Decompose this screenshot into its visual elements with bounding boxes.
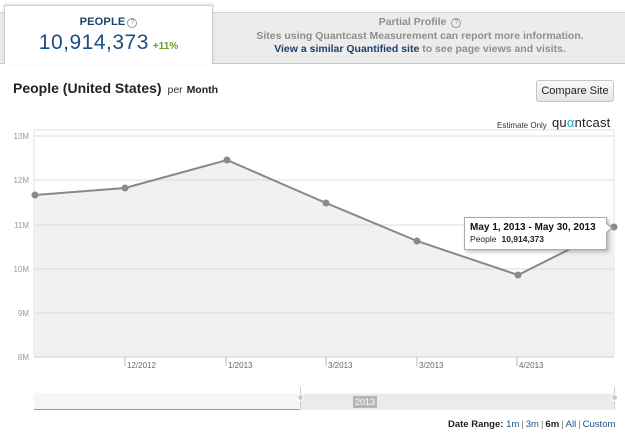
people-label-text: PEOPLE (79, 16, 126, 28)
compare-site-button[interactable]: Compare Site (536, 80, 614, 102)
navigator-right-handle[interactable] (611, 387, 618, 409)
tooltip-metric-value: 10,914,373 (501, 234, 545, 244)
data-points[interactable] (31, 156, 618, 279)
partial-profile-title: Partial Profile (378, 16, 447, 28)
x-axis-ticks (124, 357, 518, 366)
date-range-6m[interactable]: 6m (545, 419, 560, 430)
y-tick-11m: 11M (14, 221, 29, 230)
x-tick-label: 3/2013 (328, 361, 353, 370)
y-tick-9m: 9M (18, 309, 29, 318)
people-value: 10,914,373 (38, 31, 149, 54)
partial-profile-line1: Sites using Quantcast Measurement can re… (256, 29, 584, 42)
y-axis-labels: 13M 12M 11M 10M 9M 8M (13, 132, 29, 362)
date-range-all[interactable]: All (565, 419, 577, 430)
per-label: per (167, 84, 183, 96)
people-label: PEOPLE? (5, 16, 212, 28)
tooltip-date-range: May 1, 2013 - May 30, 2013 (470, 222, 596, 233)
navigator-selected-range[interactable] (300, 394, 614, 410)
quantcast-logo: quαntcast (552, 115, 610, 130)
data-point (322, 199, 330, 207)
navigator-left-handle[interactable] (297, 387, 304, 409)
x-tick-label: 4/2013 (519, 361, 544, 370)
chart-title-text: People (United States) (13, 80, 162, 96)
data-point (413, 237, 421, 245)
people-change: +11% (152, 41, 179, 52)
y-tick-10m: 10M (13, 265, 29, 274)
people-area-chart[interactable]: 13M 12M 11M 10M 9M 8M 12/2012 1/2013 3/2… (0, 125, 625, 375)
navigator-year-label: 2013 (353, 396, 378, 408)
people-metric-tab[interactable]: PEOPLE? 10,914,373 +11% (4, 5, 213, 64)
help-icon[interactable]: ? (127, 18, 138, 28)
partial-profile-notice: Partial Profile ? Sites using Quantcast … (215, 16, 625, 57)
x-tick-label: 12/2012 (127, 361, 156, 370)
date-range-label: Date Range: (448, 419, 504, 430)
x-tick-label: 1/2013 (228, 361, 253, 370)
data-point (514, 271, 522, 279)
period-selector[interactable]: Month (186, 84, 219, 96)
chart-title: People (United States) per Month (13, 80, 218, 96)
y-tick-8m: 8M (18, 353, 29, 362)
date-range-1m[interactable]: 1m (506, 419, 520, 430)
data-tooltip: May 1, 2013 - May 30, 2013 People 10,914,… (464, 217, 607, 250)
tooltip-metric-label: People (470, 234, 497, 244)
x-tick-label: 3/2013 (419, 361, 444, 370)
quantified-site-link[interactable]: View a similar Quantified site (274, 43, 420, 55)
partial-profile-line2: to see page views and visits. (419, 43, 566, 55)
range-navigator[interactable]: 2013 (34, 387, 618, 410)
date-range-3m[interactable]: 3m (525, 419, 539, 430)
data-point (121, 184, 129, 192)
date-range-selector: Date Range: 1m | 3m | 6m | All | Custom (448, 419, 616, 430)
estimate-only-label: Estimate Only (497, 121, 547, 130)
y-tick-12m: 12M (13, 176, 29, 185)
logo-text-a: qu (552, 115, 567, 130)
y-tick-13m: 13M (13, 132, 29, 141)
date-range-custom[interactable]: Custom (582, 419, 616, 430)
tooltip-pointer-inner (605, 223, 611, 233)
logo-text-b: ntcast (574, 115, 611, 130)
data-point (223, 156, 231, 164)
area-fill (35, 160, 614, 357)
help-icon[interactable]: ? (451, 18, 462, 28)
logo-accent: α (566, 115, 575, 130)
x-axis-labels: 12/2012 1/2013 3/2013 3/2013 4/2013 (127, 361, 544, 370)
data-point (31, 191, 39, 199)
